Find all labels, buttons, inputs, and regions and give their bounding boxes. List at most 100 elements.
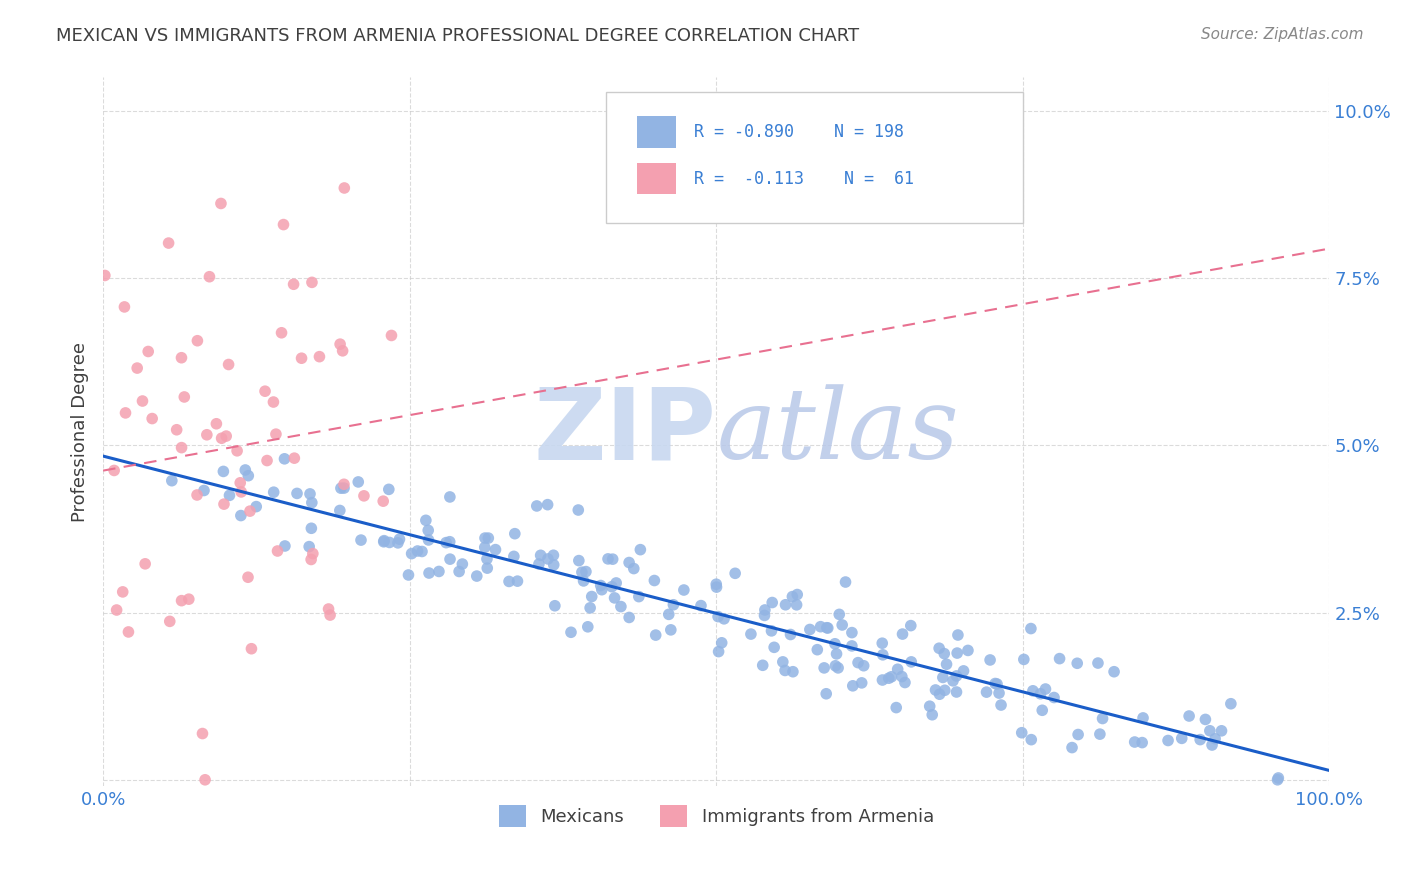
Mexicans xyxy=(740,627,762,641)
Immigrants from Armenia xyxy=(205,417,228,431)
Text: atlas: atlas xyxy=(716,384,959,480)
Mexicans xyxy=(1029,687,1052,701)
Mexicans xyxy=(825,647,848,661)
Mexicans xyxy=(761,595,783,609)
Mexicans xyxy=(1267,772,1289,787)
Mexicans xyxy=(1132,711,1154,725)
Immigrants from Armenia xyxy=(111,585,134,599)
Mexicans xyxy=(754,608,776,623)
Mexicans xyxy=(779,627,801,641)
Immigrants from Armenia xyxy=(211,431,233,445)
Mexicans xyxy=(956,643,979,657)
Immigrants from Armenia xyxy=(239,504,262,518)
Text: Source: ZipAtlas.com: Source: ZipAtlas.com xyxy=(1201,27,1364,42)
Mexicans xyxy=(575,565,598,579)
Mexicans xyxy=(543,558,565,572)
Mexicans xyxy=(834,575,856,590)
Mexicans xyxy=(439,490,461,504)
Mexicans xyxy=(628,542,651,557)
Mexicans xyxy=(451,557,474,571)
Mexicans xyxy=(238,468,260,483)
Mexicans xyxy=(418,524,440,538)
Mexicans xyxy=(560,625,582,640)
Text: R =  -0.113    N =  61: R = -0.113 N = 61 xyxy=(695,169,914,188)
Mexicans xyxy=(852,658,875,673)
Mexicans xyxy=(387,536,409,550)
Mexicans xyxy=(298,540,321,554)
Immigrants from Armenia xyxy=(373,494,395,508)
Mexicans xyxy=(567,503,589,517)
Mexicans xyxy=(1019,732,1042,747)
Mexicans xyxy=(841,639,863,653)
Mexicans xyxy=(988,686,1011,700)
Mexicans xyxy=(979,653,1001,667)
Mexicans xyxy=(1019,622,1042,636)
Mexicans xyxy=(627,590,650,604)
Mexicans xyxy=(568,553,591,567)
Immigrants from Armenia xyxy=(173,390,195,404)
Mexicans xyxy=(658,607,681,622)
Mexicans xyxy=(928,641,950,656)
Mexicans xyxy=(502,549,524,564)
Mexicans xyxy=(880,670,903,684)
Mexicans xyxy=(439,534,461,549)
Mexicans xyxy=(229,508,252,523)
Immigrants from Armenia xyxy=(319,608,342,623)
Mexicans xyxy=(894,675,917,690)
Mexicans xyxy=(333,481,356,495)
Mexicans xyxy=(877,671,900,685)
Immigrants from Armenia xyxy=(194,772,217,787)
Mexicans xyxy=(952,664,974,678)
Mexicans xyxy=(193,483,215,498)
Mexicans xyxy=(623,561,645,575)
Mexicans xyxy=(576,620,599,634)
Mexicans xyxy=(1011,725,1033,739)
Immigrants from Armenia xyxy=(262,395,284,409)
Mexicans xyxy=(891,627,914,641)
Mexicans xyxy=(537,552,560,566)
Mexicans xyxy=(474,531,496,545)
Mexicans xyxy=(900,618,922,632)
Immigrants from Armenia xyxy=(229,475,252,490)
Immigrants from Armenia xyxy=(290,351,312,366)
Mexicans xyxy=(406,544,429,558)
Mexicans xyxy=(581,590,603,604)
Mexicans xyxy=(347,475,370,489)
Mexicans xyxy=(579,600,602,615)
Mexicans xyxy=(605,576,627,591)
Immigrants from Armenia xyxy=(170,593,193,607)
Mexicans xyxy=(946,646,969,660)
Mexicans xyxy=(806,642,828,657)
Immigrants from Armenia xyxy=(240,641,263,656)
Y-axis label: Professional Degree: Professional Degree xyxy=(72,342,89,522)
Mexicans xyxy=(751,658,773,673)
Mexicans xyxy=(690,599,713,613)
Mexicans xyxy=(299,521,322,535)
Mexicans xyxy=(589,578,612,592)
Mexicans xyxy=(672,582,695,597)
Immigrants from Armenia xyxy=(195,427,218,442)
Mexicans xyxy=(329,503,352,517)
Mexicans xyxy=(851,676,873,690)
Mexicans xyxy=(378,535,401,549)
Mexicans xyxy=(477,531,499,545)
Mexicans xyxy=(543,548,565,562)
Mexicans xyxy=(1087,656,1109,670)
Immigrants from Armenia xyxy=(131,394,153,409)
Mexicans xyxy=(1189,732,1212,747)
Mexicans xyxy=(1022,683,1045,698)
Immigrants from Armenia xyxy=(103,463,125,477)
Immigrants from Armenia xyxy=(302,547,325,561)
Mexicans xyxy=(301,495,323,509)
Immigrants from Armenia xyxy=(186,488,208,502)
Mexicans xyxy=(378,483,401,497)
Mexicans xyxy=(329,481,352,495)
Mexicans xyxy=(571,565,593,579)
Mexicans xyxy=(659,623,682,637)
Mexicans xyxy=(841,625,863,640)
Mexicans xyxy=(610,599,633,614)
Mexicans xyxy=(1088,727,1111,741)
Mexicans xyxy=(1043,690,1066,705)
Mexicans xyxy=(617,556,640,570)
Immigrants from Armenia xyxy=(177,592,200,607)
